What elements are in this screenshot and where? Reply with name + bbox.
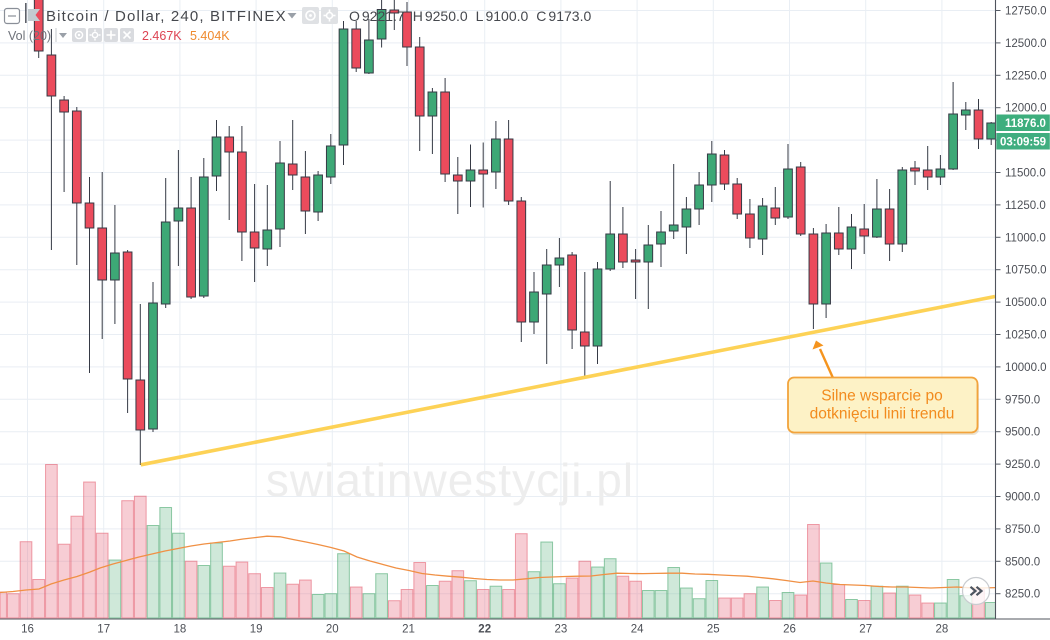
svg-text:11876.0: 11876.0 [1005,118,1046,130]
svg-text:5.404K: 5.404K [190,29,230,43]
svg-text:22: 22 [478,624,491,636]
svg-text:12000.0: 12000.0 [1005,103,1047,115]
svg-text:8250.0: 8250.0 [1005,589,1040,601]
svg-text:swiatinwestycji.pl: swiatinwestycji.pl [266,454,634,506]
svg-text:8500.0: 8500.0 [1005,556,1040,568]
svg-text:27: 27 [859,624,872,636]
svg-text:dotknięciu linii trendu: dotknięciu linii trendu [810,406,955,423]
svg-text:23: 23 [555,624,568,636]
svg-text:12500.0: 12500.0 [1005,38,1047,50]
svg-text:18: 18 [174,624,187,636]
svg-text:8750.0: 8750.0 [1005,524,1040,536]
svg-text:21: 21 [402,624,415,636]
svg-text:20: 20 [326,624,339,636]
svg-text:Bitcoin / Dollar, 240, BITFINE: Bitcoin / Dollar, 240, BITFINEX [46,8,287,25]
svg-text:12250.0: 12250.0 [1005,70,1047,82]
svg-text:9750.0: 9750.0 [1005,394,1040,406]
svg-text:24: 24 [631,624,644,636]
svg-text:19: 19 [250,624,263,636]
svg-text:Silne wsparcie po: Silne wsparcie po [821,388,942,405]
svg-text:Vol (20): Vol (20) [8,29,51,43]
svg-text:11500.0: 11500.0 [1005,168,1046,180]
svg-text:2.467K: 2.467K [142,29,182,43]
svg-text:11250.0: 11250.0 [1005,200,1046,212]
svg-text:28: 28 [936,624,949,636]
svg-text:10750.0: 10750.0 [1005,265,1047,277]
svg-text:03:09:59: 03:09:59 [1000,137,1046,149]
svg-text:17: 17 [97,624,110,636]
svg-text:26: 26 [783,624,796,636]
svg-text:10500.0: 10500.0 [1005,297,1047,309]
svg-text:16: 16 [21,624,34,636]
svg-text:11000.0: 11000.0 [1005,232,1046,244]
svg-text:10250.0: 10250.0 [1005,330,1047,342]
svg-text:9500.0: 9500.0 [1005,427,1040,439]
svg-text:12750.0: 12750.0 [1005,6,1047,18]
svg-text:10000.0: 10000.0 [1005,362,1047,374]
svg-text:25: 25 [707,624,720,636]
svg-text:9250.0: 9250.0 [1005,459,1040,471]
svg-text:9000.0: 9000.0 [1005,492,1040,504]
